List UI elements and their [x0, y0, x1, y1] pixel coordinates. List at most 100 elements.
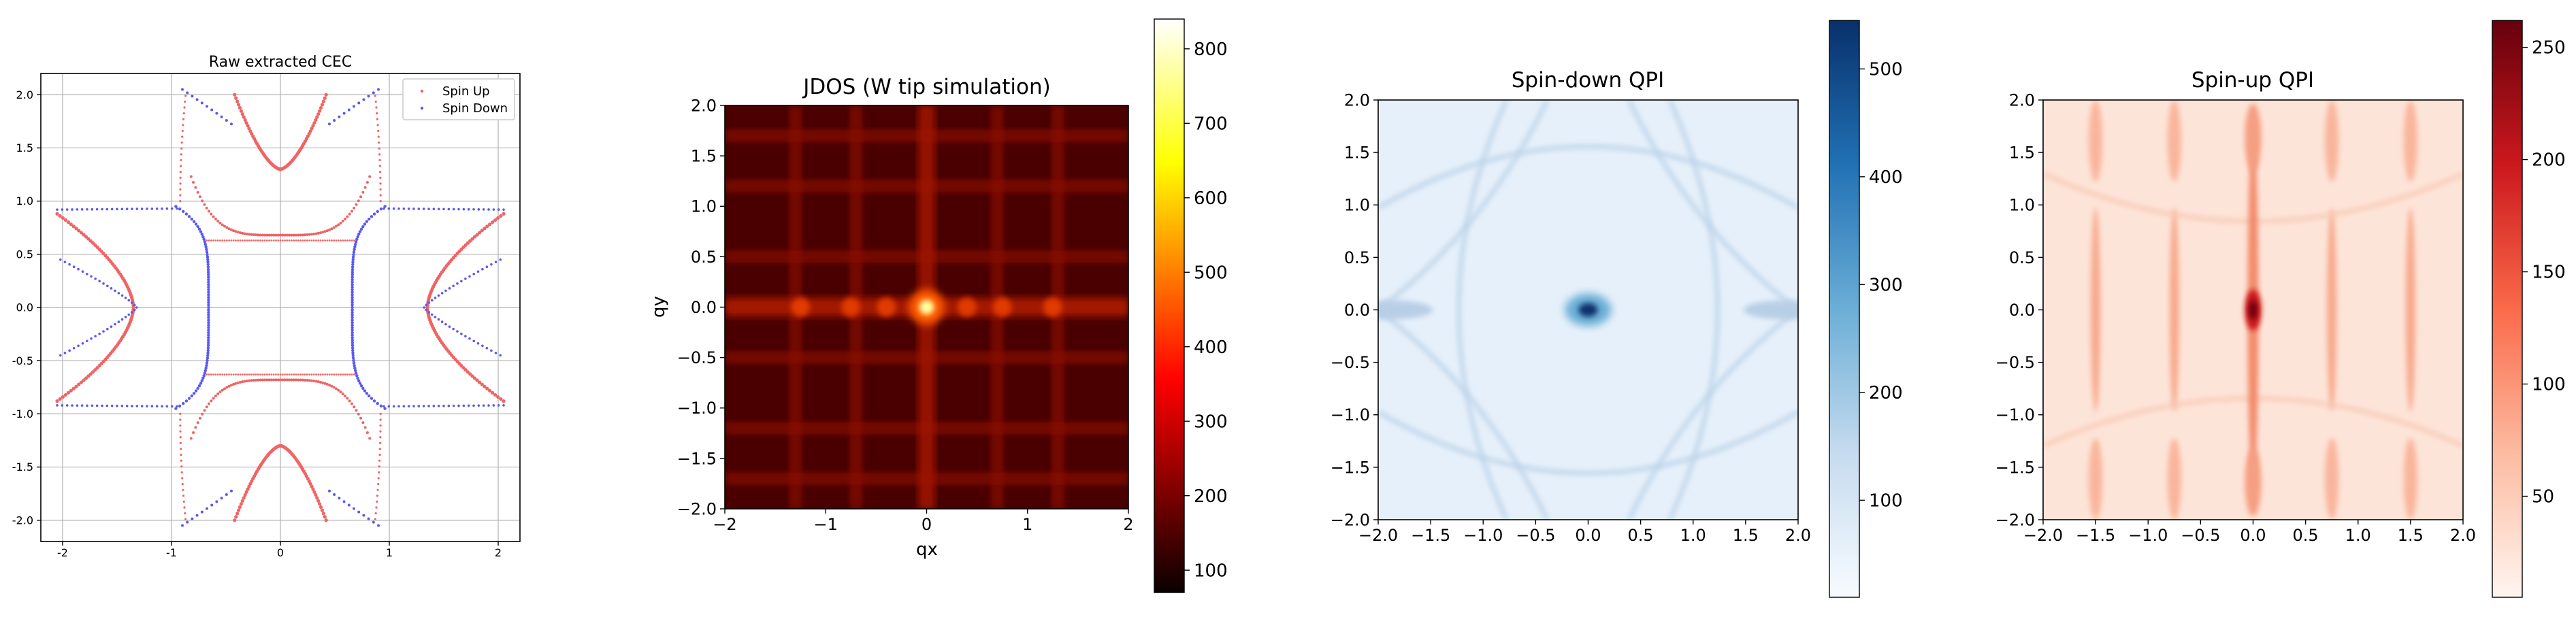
spin-down-point [205, 248, 208, 251]
spin-down-point [174, 407, 178, 410]
colorbar-tick-label: 100 [1869, 490, 1903, 511]
spin-up-point [221, 373, 224, 376]
spin-down-point [105, 404, 109, 407]
spin-up-point [324, 373, 326, 376]
spin-down-point [95, 207, 99, 211]
spin-down-point [368, 394, 371, 398]
x-tick-label: −1.5 [2076, 526, 2115, 545]
spin-up-point [248, 482, 252, 486]
spin-up-point [232, 373, 235, 376]
spin-up-point [272, 233, 276, 237]
spin-up-point [376, 495, 379, 497]
spin-up-point [77, 229, 81, 233]
spin-up-point [333, 373, 336, 376]
spin-up-point [91, 241, 95, 245]
spin-down-point [362, 514, 365, 517]
spin-down-arc [1627, 308, 1798, 520]
y-tick-label: 1.5 [1344, 144, 1370, 163]
spin-up-point [277, 239, 280, 241]
spin-up-point [376, 112, 378, 115]
spin-down-point [352, 358, 355, 363]
spin-up-point [374, 95, 376, 97]
spin-up-point [229, 228, 233, 231]
y-tick-label: −1.5 [1995, 458, 2035, 477]
spin-up-point [376, 118, 379, 120]
spin-down-point [350, 303, 354, 307]
spin-up-point [499, 214, 503, 218]
spin-up-point [468, 372, 472, 376]
spin-down-point [207, 339, 210, 342]
spin-up-point [480, 229, 484, 233]
spin-up-point [344, 373, 346, 376]
spin-up-point [301, 378, 304, 382]
spin-down-point [206, 263, 210, 267]
spin-down-point [182, 401, 185, 405]
spin-down-point [206, 344, 210, 347]
spin-down-point [210, 108, 214, 112]
spin-down-point [190, 217, 193, 221]
spin-up-point [254, 233, 257, 237]
spin-up-point [221, 223, 224, 227]
spin-up-point [270, 378, 273, 382]
spin-up-point [82, 378, 86, 382]
spin-down-point [472, 207, 475, 211]
spin-down-point [353, 242, 357, 246]
spin-up-point [342, 239, 344, 241]
spin-up-point [323, 96, 327, 100]
jdos-satellite-peak [1043, 297, 1062, 317]
spin-up-title: Spin-up QPI [2191, 68, 2314, 93]
spin-down-point [368, 217, 371, 221]
spin-up-point [472, 235, 477, 239]
spin-up-point [180, 141, 183, 144]
spin-down-point [350, 295, 354, 299]
spin-up-point [323, 382, 327, 385]
spin-up-point [350, 239, 353, 241]
y-tick-label: 0.5 [691, 248, 717, 267]
y-tick-label: 0.0 [2009, 301, 2035, 320]
spin-up-point [286, 373, 289, 376]
spin-up-point [483, 227, 487, 231]
spin-down-point [199, 230, 203, 233]
spin-up-point [361, 190, 365, 194]
spin-up-point [241, 373, 244, 376]
spin-up-point [179, 182, 182, 185]
spin-up-point [308, 129, 312, 133]
colorbar-tick-label: 300 [1194, 412, 1228, 432]
spin-up-point [232, 382, 235, 386]
spin-up-point [259, 378, 262, 382]
spin-down-point [494, 261, 498, 263]
spin-up-point [374, 512, 377, 515]
spin-down-point [476, 270, 480, 273]
spin-down-point [63, 261, 67, 263]
spin-up-point [294, 378, 297, 382]
spin-down-point [434, 297, 437, 299]
spin-up-point [378, 153, 381, 156]
spin-down-point [350, 326, 354, 329]
spin-up-point [275, 239, 277, 241]
spin-down-point [350, 298, 354, 302]
spin-up-point [285, 378, 289, 382]
spin-up-point [246, 373, 248, 376]
spin-down-point [356, 235, 359, 239]
spin-up-point [291, 239, 293, 241]
spin-up-point [263, 233, 267, 237]
jdos-title: JDOS (W tip simulation) [802, 75, 1051, 99]
spin-up-point [378, 165, 381, 167]
spin-down-point [181, 88, 184, 91]
spin-down-point [379, 404, 383, 408]
spin-down-point [355, 237, 359, 241]
spin-up-point [243, 493, 247, 497]
spin-up-point [286, 239, 289, 241]
jdos-ylabel: qy [649, 296, 669, 318]
spin-up-point [374, 100, 377, 103]
spin-down-point [487, 404, 490, 407]
colorbar-tick-label: 700 [1194, 114, 1228, 134]
y-tick-label: −1.0 [1995, 405, 2035, 424]
spin-up-point [331, 239, 333, 241]
spin-down-colorbar [1829, 20, 1860, 598]
spin-down-point [462, 207, 466, 211]
spin-up-point [297, 378, 300, 382]
spin-up-point [77, 382, 81, 386]
spin-up-point [179, 171, 182, 173]
spin-down-point [140, 207, 144, 210]
